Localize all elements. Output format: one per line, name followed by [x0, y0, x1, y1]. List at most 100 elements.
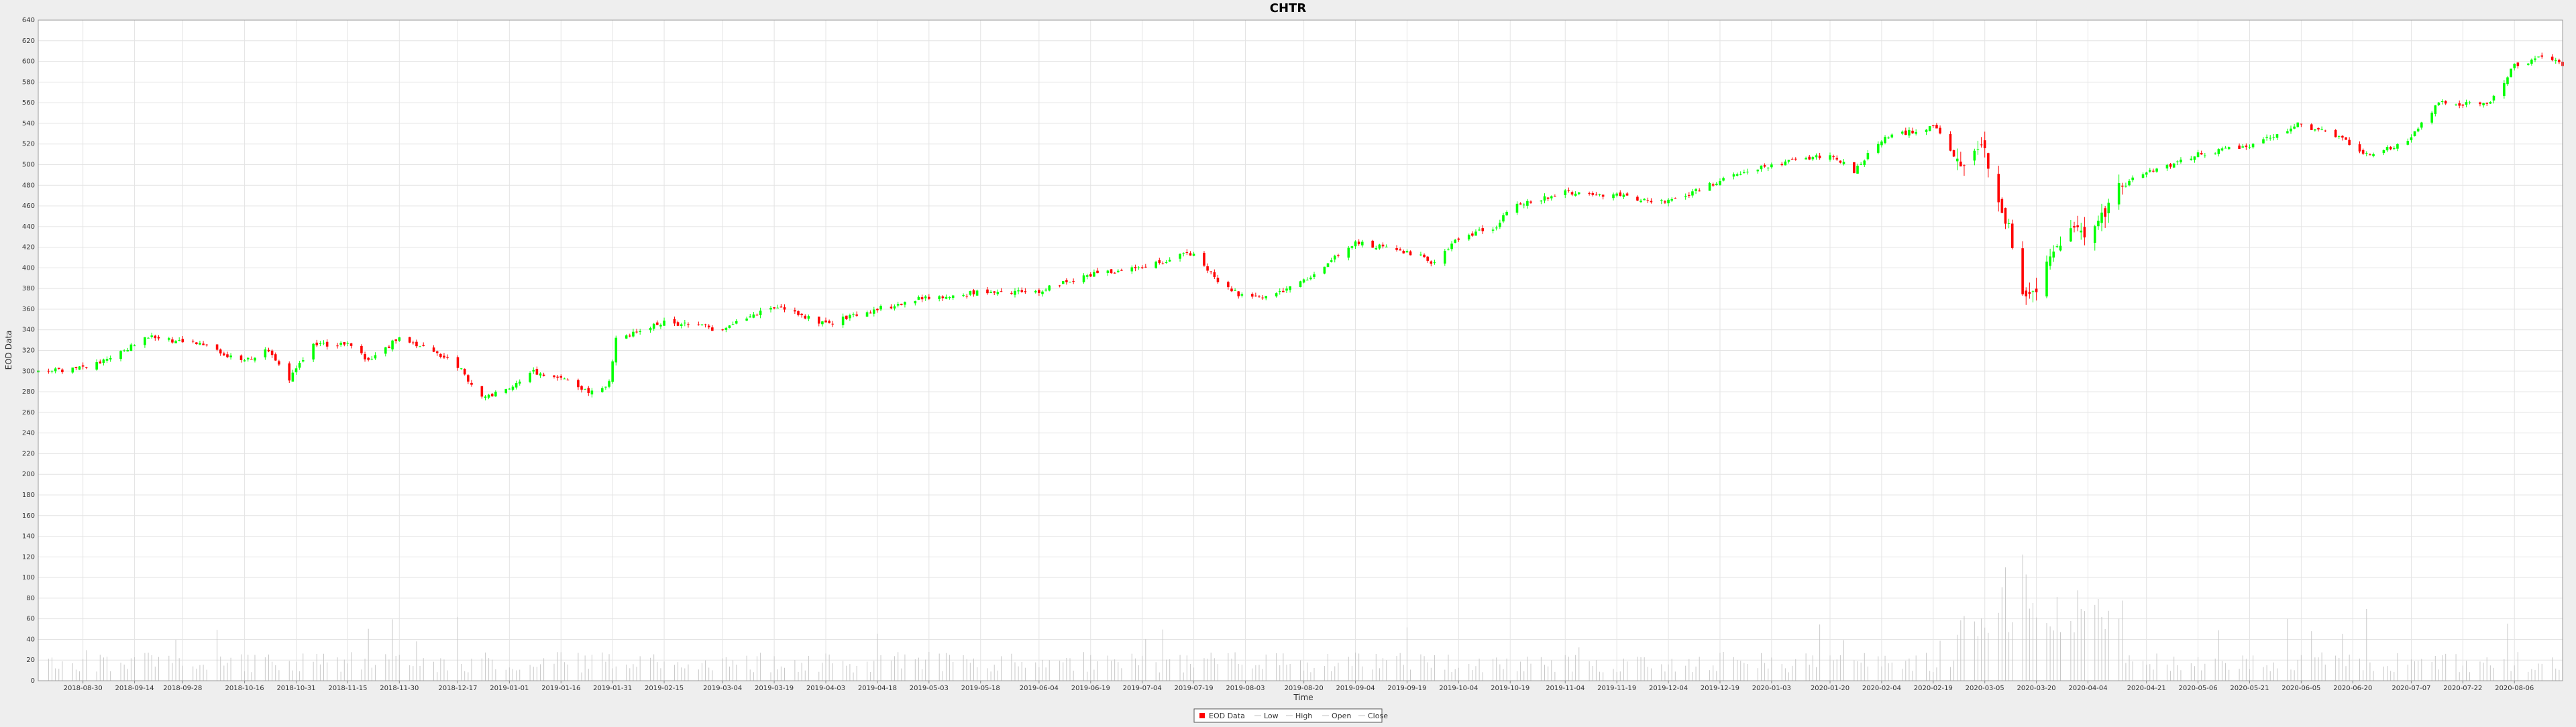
candle-body [319, 343, 322, 345]
candle-body [2348, 139, 2351, 146]
candle-body [2320, 129, 2323, 130]
candle-body [95, 362, 98, 370]
candle-body [2341, 135, 2344, 138]
candle-body [2396, 144, 2399, 149]
candle-body [1976, 149, 1980, 150]
candle-body [1695, 189, 1697, 191]
candle-body [2286, 131, 2289, 133]
candle-body [962, 294, 965, 296]
candle-body [2492, 95, 2496, 101]
candle-body [2479, 102, 2481, 105]
x-tick-label: 2020-01-03 [1752, 685, 1791, 692]
candle-body [535, 368, 539, 375]
candle-body [2217, 149, 2220, 154]
candle-body [2093, 226, 2096, 243]
candle-body [1818, 156, 1821, 158]
legend-entry: Open [1332, 712, 1351, 720]
candle-body [1664, 201, 1666, 203]
candle-body [391, 340, 394, 350]
x-axis-label: Time [1293, 693, 1313, 702]
candle-body [604, 386, 607, 388]
candle-body [2052, 251, 2055, 258]
candle-body [828, 321, 830, 323]
y-tick-label: 500 [22, 161, 35, 168]
candle-body [2200, 153, 2203, 155]
y-tick-label: 460 [22, 203, 35, 210]
candle-body [1433, 262, 1436, 264]
candle-body [1144, 266, 1147, 268]
candle-body [2004, 208, 2007, 224]
candle-body [711, 327, 714, 331]
candle-body [1357, 241, 1360, 245]
candle-body [1577, 192, 1580, 194]
candle-body [154, 335, 157, 339]
candle-body [2369, 154, 2371, 156]
candle-body [1815, 155, 1818, 158]
candle-body [109, 357, 112, 359]
candle-body [1024, 291, 1027, 292]
candle-body [1402, 251, 1405, 254]
candle-body [807, 316, 810, 319]
candle-body [2534, 58, 2536, 60]
candle-body [1928, 126, 1931, 131]
candle-body [1350, 246, 1354, 248]
candle-body [2434, 105, 2437, 115]
candle-body [2251, 144, 2255, 148]
candle-body [171, 339, 174, 343]
candle-body [1719, 181, 1721, 185]
candle-body [1670, 199, 1673, 201]
candle-body [1735, 174, 1739, 176]
candle-body [996, 292, 1000, 294]
candle-body [1890, 134, 1894, 137]
candle-body [1371, 240, 1374, 248]
candle-body [2107, 203, 2110, 214]
candle-body [1096, 270, 1099, 274]
candle-body [893, 306, 896, 309]
candle-body [1935, 125, 1938, 129]
candle-body [1275, 293, 1278, 296]
candle-body [2097, 221, 2100, 227]
candle-body [1790, 158, 1794, 160]
candle-body [74, 367, 78, 368]
candle-body [2337, 135, 2341, 137]
candle-body [1684, 196, 1687, 197]
candle-body [178, 340, 180, 341]
candle-body [1876, 144, 1880, 153]
candle-body [2080, 230, 2083, 233]
candle-body [388, 346, 390, 349]
candle-body [374, 355, 377, 359]
x-tick-label: 2019-12-19 [1701, 685, 1739, 692]
candle-body [649, 328, 652, 331]
candle-body [181, 339, 184, 343]
candle-body [1409, 251, 1412, 256]
candle-body [2406, 141, 2410, 145]
x-tick-label: 2019-01-01 [490, 685, 529, 692]
candle-body [199, 343, 201, 345]
candle-body [518, 382, 521, 384]
y-tick-label: 180 [22, 492, 35, 499]
candle-body [443, 355, 445, 358]
candle-body [1615, 193, 1618, 196]
candle-body [61, 370, 64, 373]
candle-body [312, 343, 315, 360]
candle-body [1457, 238, 1460, 240]
candle-body [1698, 190, 1701, 192]
candle-body [54, 368, 57, 372]
candle-body [659, 325, 662, 327]
candle-body [1454, 239, 1456, 243]
candle-body [1811, 157, 1815, 160]
candle-body [2035, 288, 2038, 292]
candle-body [1474, 231, 1477, 236]
candle-body [584, 389, 586, 390]
candle-body [398, 337, 401, 341]
candle-body [948, 296, 951, 298]
candle-body [1983, 140, 1986, 148]
candle-body [1419, 254, 1422, 256]
candle-body [2314, 129, 2316, 131]
candle-body [707, 325, 710, 328]
x-tick-label: 2019-05-03 [910, 685, 949, 692]
candle-body [2070, 228, 2072, 241]
x-tick-label: 2019-05-18 [961, 685, 1000, 692]
candle-body [1216, 278, 1220, 282]
candle-body [1722, 178, 1725, 181]
